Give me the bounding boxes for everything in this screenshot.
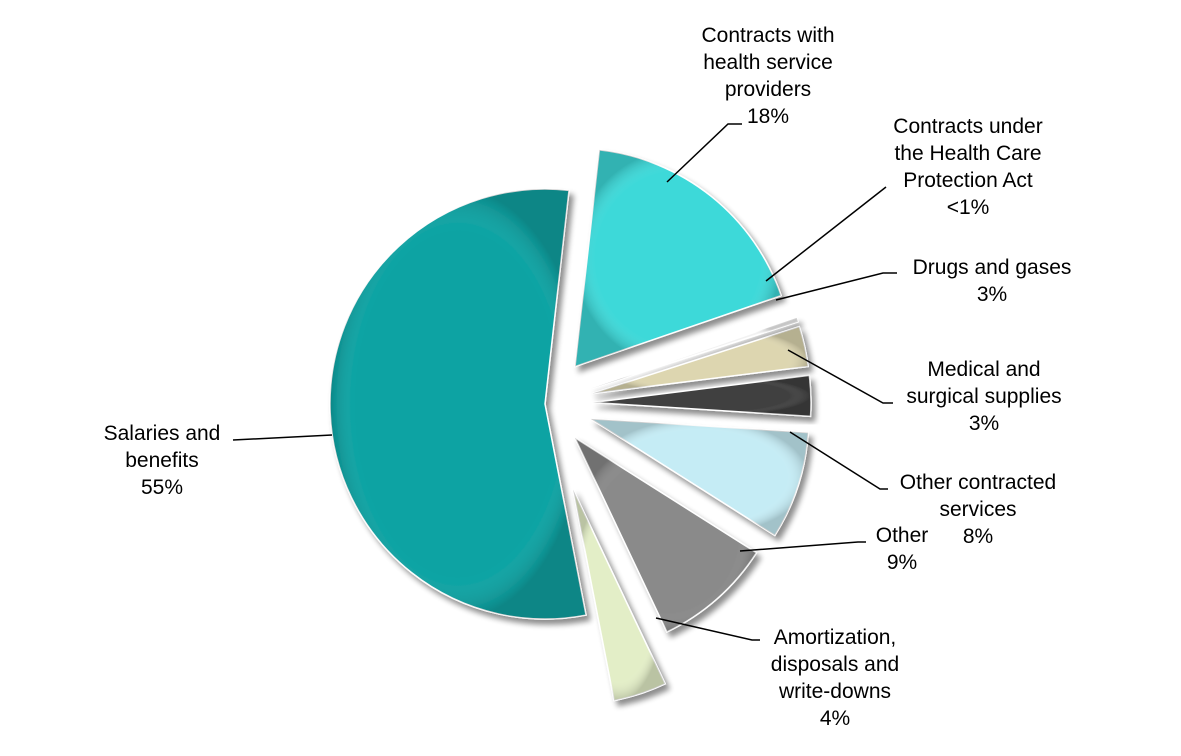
slice-percent-label: 9%	[887, 551, 917, 574]
slice-label-6: Other contracted services 8%	[900, 471, 1056, 548]
slice-label-5: Medical and surgical supplies 3%	[906, 358, 1061, 435]
slice-name-line: Contracts under	[893, 115, 1042, 138]
slice-label-3: Contracts under the Health Care Protection…	[893, 115, 1042, 219]
slice-name-line: providers	[725, 78, 811, 101]
pie-slice-7	[573, 435, 758, 633]
pie-slice-3	[590, 316, 799, 390]
slice-name-line: write-downs	[778, 680, 891, 703]
slice-name-line: Other	[876, 524, 929, 547]
pie-slice-6	[590, 418, 810, 537]
slice-percent-label: 4%	[820, 707, 850, 730]
leader-line-8	[655, 617, 760, 641]
leader-line-2	[666, 123, 742, 183]
slice-percent-label: 55%	[141, 476, 183, 499]
leader-line-7	[739, 541, 866, 552]
pie-slice-2-bevel	[575, 149, 782, 367]
slice-name-line: Medical and	[927, 358, 1040, 381]
leader-line-1	[232, 434, 333, 441]
leader-line-3	[765, 186, 887, 282]
slice-label-4: Drugs and gases 3%	[913, 256, 1072, 306]
slice-name-line: Salaries and	[104, 422, 221, 445]
slice-percent-label: <1%	[947, 196, 990, 219]
pie-slice-1	[329, 188, 587, 620]
pie-slice-2	[574, 149, 783, 368]
pie-slice-4-bevel	[591, 326, 809, 394]
pie-slice-6-bevel	[590, 418, 809, 536]
slice-percent-label: 8%	[963, 525, 993, 548]
slice-name-line: Other contracted	[900, 471, 1056, 494]
slice-label-8: Amortization, disposals and write-downs 4%	[771, 626, 899, 730]
slice-percent-label: 3%	[969, 412, 999, 435]
leader-line-6	[789, 431, 888, 490]
slice-label-7: Other 9%	[876, 524, 929, 574]
pie-slice-1-bevel	[330, 188, 587, 619]
slice-percent-label: 18%	[747, 105, 789, 128]
leader-line-4	[775, 272, 897, 301]
pie-slice-5-bevel	[592, 375, 811, 417]
slice-percent-label: 3%	[977, 283, 1007, 306]
pie-slice-5	[592, 374, 812, 418]
slice-name-line: the Health Care	[894, 142, 1041, 165]
slice-name-line: Contracts with	[701, 24, 834, 47]
pie-slice-7-bevel	[574, 437, 757, 632]
leader-line-5	[787, 349, 893, 404]
slice-name-line: disposals and	[771, 653, 899, 676]
pie-slice-4	[591, 325, 810, 395]
pie-slice-8	[572, 489, 667, 702]
pie-slice-3-bevel	[590, 317, 798, 389]
slice-label-1: Salaries and benefits 55%	[104, 422, 221, 499]
slice-name-line: benefits	[125, 449, 199, 472]
pie-slice-8-bevel	[573, 489, 666, 701]
slice-name-line: surgical supplies	[906, 385, 1061, 408]
slice-name-line: Drugs and gases	[913, 256, 1072, 279]
slice-name-line: health service	[703, 51, 833, 74]
slice-name-line: services	[939, 498, 1016, 521]
slice-name-line: Amortization,	[774, 626, 897, 649]
slice-name-line: Protection Act	[903, 169, 1033, 192]
slice-label-2: Contracts with health service providers 18%	[701, 24, 834, 128]
